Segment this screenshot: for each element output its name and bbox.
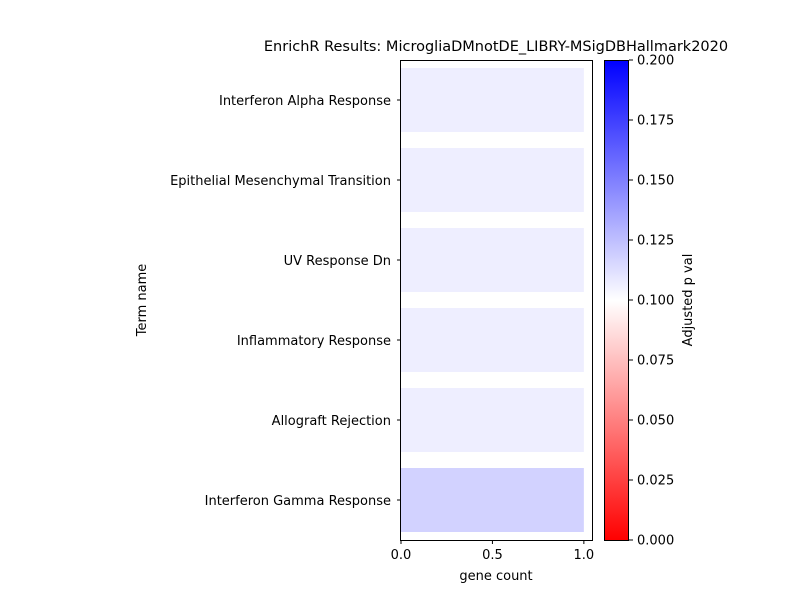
bar [401, 468, 584, 532]
colorbar-tick-label: 0.125 [637, 234, 674, 249]
plot-frame [400, 60, 593, 541]
x-tick-label: 1.0 [574, 548, 595, 563]
x-tick-label: 0.5 [482, 548, 503, 563]
x-axis-ticks: 0.0 0.5 1.0 [391, 540, 595, 563]
y-axis-label: Term name [135, 264, 150, 338]
colorbar-tick-label: 0.150 [637, 174, 674, 189]
colorbar-tick-label: 0.200 [637, 54, 674, 69]
y-tick-label: Allograft Rejection [272, 414, 391, 429]
colorbar-tick-label: 0.050 [637, 414, 674, 429]
bar [401, 68, 584, 132]
bar [401, 228, 584, 292]
colorbar-tick-label: 0.100 [637, 294, 674, 309]
y-tick-label: Interferon Gamma Response [205, 494, 391, 509]
y-tick-label: Epithelial Mesenchymal Transition [170, 174, 391, 189]
colorbar-tick-label: 0.075 [637, 354, 674, 369]
bar [401, 388, 584, 452]
chart-title: EnrichR Results: MicrogliaDMnotDE_LIBRY-… [264, 39, 728, 55]
bars-group [401, 68, 584, 532]
bar [401, 148, 584, 212]
bar [401, 308, 584, 372]
colorbar-label: Adjusted p val [681, 254, 696, 347]
x-axis-label: gene count [459, 569, 532, 584]
y-axis-ticks: Interferon Alpha Response Epithelial Mese… [170, 94, 401, 509]
y-tick-label: UV Response Dn [284, 254, 391, 269]
colorbar-tick-label: 0.175 [637, 114, 674, 129]
colorbar-tick-label: 0.000 [637, 534, 674, 549]
colorbar-ticks: 0.000 0.025 0.050 0.075 0.100 0.125 0.150 0.175… [629, 54, 674, 549]
colorbar-tick-label: 0.025 [637, 474, 674, 489]
y-tick-label: Inflammatory Response [237, 334, 391, 349]
colorbar [604, 60, 629, 541]
x-tick-label: 0.0 [391, 548, 412, 563]
y-tick-label: Interferon Alpha Response [219, 94, 391, 109]
